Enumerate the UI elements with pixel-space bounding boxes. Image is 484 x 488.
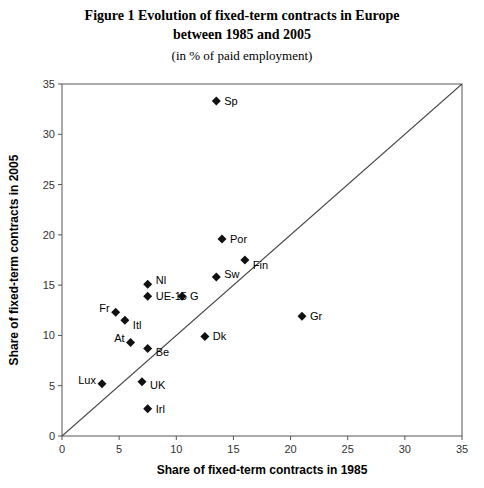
y-tick xyxy=(58,285,62,286)
y-tick xyxy=(58,234,62,235)
x-tick-label: 10 xyxy=(170,443,182,455)
y-tick xyxy=(58,385,62,386)
x-tick xyxy=(119,436,120,440)
y-tick-label: 25 xyxy=(43,179,55,191)
subtitle: (in % of paid employment) xyxy=(172,48,313,63)
y-tick-label: 0 xyxy=(49,430,55,442)
y-tick xyxy=(58,335,62,336)
y-tick xyxy=(58,436,62,437)
diagonal-line xyxy=(62,84,462,436)
point xyxy=(143,292,152,301)
point xyxy=(200,332,209,341)
point xyxy=(111,308,120,317)
y-tick xyxy=(58,184,62,185)
point xyxy=(212,273,221,282)
point-label: Lux xyxy=(78,374,96,386)
title: Figure 1 Evolution of fixed-term contrac… xyxy=(85,8,400,23)
point-label: UE-15 xyxy=(156,290,187,302)
point-label: Sp xyxy=(224,95,237,107)
point xyxy=(126,338,135,347)
x-tick-label: 35 xyxy=(456,443,468,455)
point-label: UK xyxy=(150,379,166,391)
x-tick-label: 5 xyxy=(116,443,122,455)
x-tick xyxy=(290,436,291,440)
point xyxy=(298,312,307,321)
point xyxy=(143,280,152,289)
x-tick xyxy=(233,436,234,440)
point xyxy=(143,404,152,413)
y-tick-label: 30 xyxy=(43,128,55,140)
x-tick xyxy=(176,436,177,440)
plot-frame xyxy=(62,84,462,436)
x-tick xyxy=(347,436,348,440)
y-tick-label: 15 xyxy=(43,279,55,291)
point-label: Fr xyxy=(99,302,110,314)
chart: Figure 1 Evolution of fixed-term contrac… xyxy=(0,0,484,488)
point xyxy=(138,377,147,386)
x-tick-label: 20 xyxy=(284,443,296,455)
y-tick-label: 5 xyxy=(49,380,55,392)
y-tick xyxy=(58,134,62,135)
plot-area xyxy=(62,84,462,436)
y-tick-label: 10 xyxy=(43,329,55,341)
title: between 1985 and 2005 xyxy=(173,27,311,42)
x-tick-label: 0 xyxy=(59,443,65,455)
x-tick xyxy=(62,436,63,440)
y-axis-label: Share of fixed-term contracts in 2005 xyxy=(7,154,21,365)
point-labels: Sp Por Fin Sw G Nl UE-15 Fr Itl At Be Dk Gr Lux UK Irl xyxy=(78,95,322,415)
point-label: Fin xyxy=(253,259,268,271)
x-tick-label: 15 xyxy=(227,443,239,455)
x-tick xyxy=(404,436,405,440)
point-label: G xyxy=(190,290,199,302)
point xyxy=(98,379,107,388)
x-tick-label: 30 xyxy=(399,443,411,455)
point xyxy=(212,97,221,106)
point-label: Dk xyxy=(213,330,227,342)
point xyxy=(120,316,129,325)
point-label: Gr xyxy=(310,310,323,322)
x-tick xyxy=(462,436,463,440)
point-label: Be xyxy=(156,346,169,358)
point xyxy=(240,256,249,265)
point-label: At xyxy=(114,332,124,344)
point xyxy=(218,234,227,243)
x-axis-label: Share of fixed-term contracts in 1985 xyxy=(157,463,368,477)
y-tick xyxy=(58,84,62,85)
y-tick-label: 35 xyxy=(43,78,55,90)
point-label: Por xyxy=(230,233,247,245)
y-tick-label: 20 xyxy=(43,229,55,241)
point-label: Nl xyxy=(156,274,166,286)
point-label: Irl xyxy=(156,403,165,415)
point-label: Sw xyxy=(224,268,239,280)
x-tick-label: 25 xyxy=(342,443,354,455)
point-label: Itl xyxy=(133,319,142,331)
point xyxy=(143,344,152,353)
